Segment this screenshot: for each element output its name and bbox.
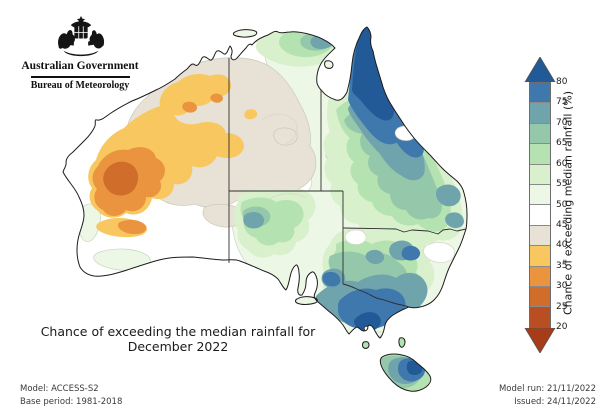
map-title: Chance of exceeding the median rainfall … [33,324,323,354]
legend-band [530,225,550,247]
legend-band [530,246,550,267]
legend-band [530,266,550,288]
map-title-line1: Chance of exceeding the median rainfall … [40,324,316,339]
model-run-label: Model run: 21/11/2022 [498,384,596,394]
legend-color-bar [529,82,551,328]
government-title: Australian Government [21,60,139,72]
legend-band [530,103,550,124]
legend-band [530,185,550,206]
bureau-title: Bureau of Meteorology [30,80,130,91]
legend-tick-label: 40 [556,240,568,251]
footer-run-info: Model run: 21/11/2022 Issued: 24/11/2022 [499,383,596,408]
legend-tick-label: 55 [556,179,568,190]
legend-arrow-up [524,57,556,82]
legend-band [530,164,550,186]
legend-band [530,307,550,328]
state-borders [228,58,467,308]
legend-tick-label: 30 [556,281,568,292]
legend-band [530,83,550,104]
legend-band [530,144,550,165]
legend-tick-label: 25 [556,301,568,312]
legend-band [530,123,550,145]
legend-tick-label: 65 [556,138,568,149]
legend-tick-label: 75 [556,97,568,108]
header-divider [31,76,130,78]
issued-label: Issued: 24/11/2022 [514,396,596,407]
legend-tick-label: 35 [556,260,568,271]
map-title-line2: December 2022 [127,339,229,354]
legend-tick-label: 50 [556,199,568,210]
footer-model-info: Model: ACCESS-S2 Base period: 1981-2018 [20,383,122,408]
model-label: Model: ACCESS-S2 [20,384,99,394]
base-period-label: Base period: 1981-2018 [20,396,123,407]
legend-tick-label: 80 [556,77,568,87]
coat-of-arms [58,16,105,57]
legend-arrow-down [524,328,556,353]
legend-tick-label: 60 [556,158,568,169]
legend-tick-label: 45 [556,219,568,230]
legend-band [530,287,550,308]
legend-tick-label: 20 [556,322,568,333]
legend-band [530,205,550,226]
legend-tick-label: 70 [556,117,568,128]
